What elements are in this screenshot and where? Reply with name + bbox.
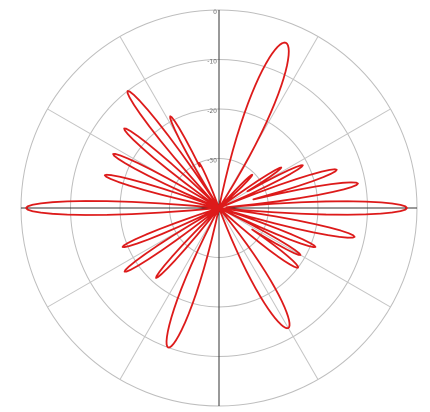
series-0-pattern-line <box>25 41 408 349</box>
spoke-210 <box>119 207 220 380</box>
radial-tick-labels: 0 -10 -20 -30 <box>207 9 217 165</box>
tick-label-2: -20 <box>207 108 217 115</box>
tick-label-1: -10 <box>207 59 217 66</box>
spoke-150 <box>218 207 319 380</box>
tick-label-0: 0 <box>213 9 217 16</box>
series-layer <box>25 41 408 349</box>
tick-label-3: -30 <box>207 158 217 165</box>
spoke-60 <box>218 108 391 209</box>
spoke-120 <box>218 207 391 308</box>
